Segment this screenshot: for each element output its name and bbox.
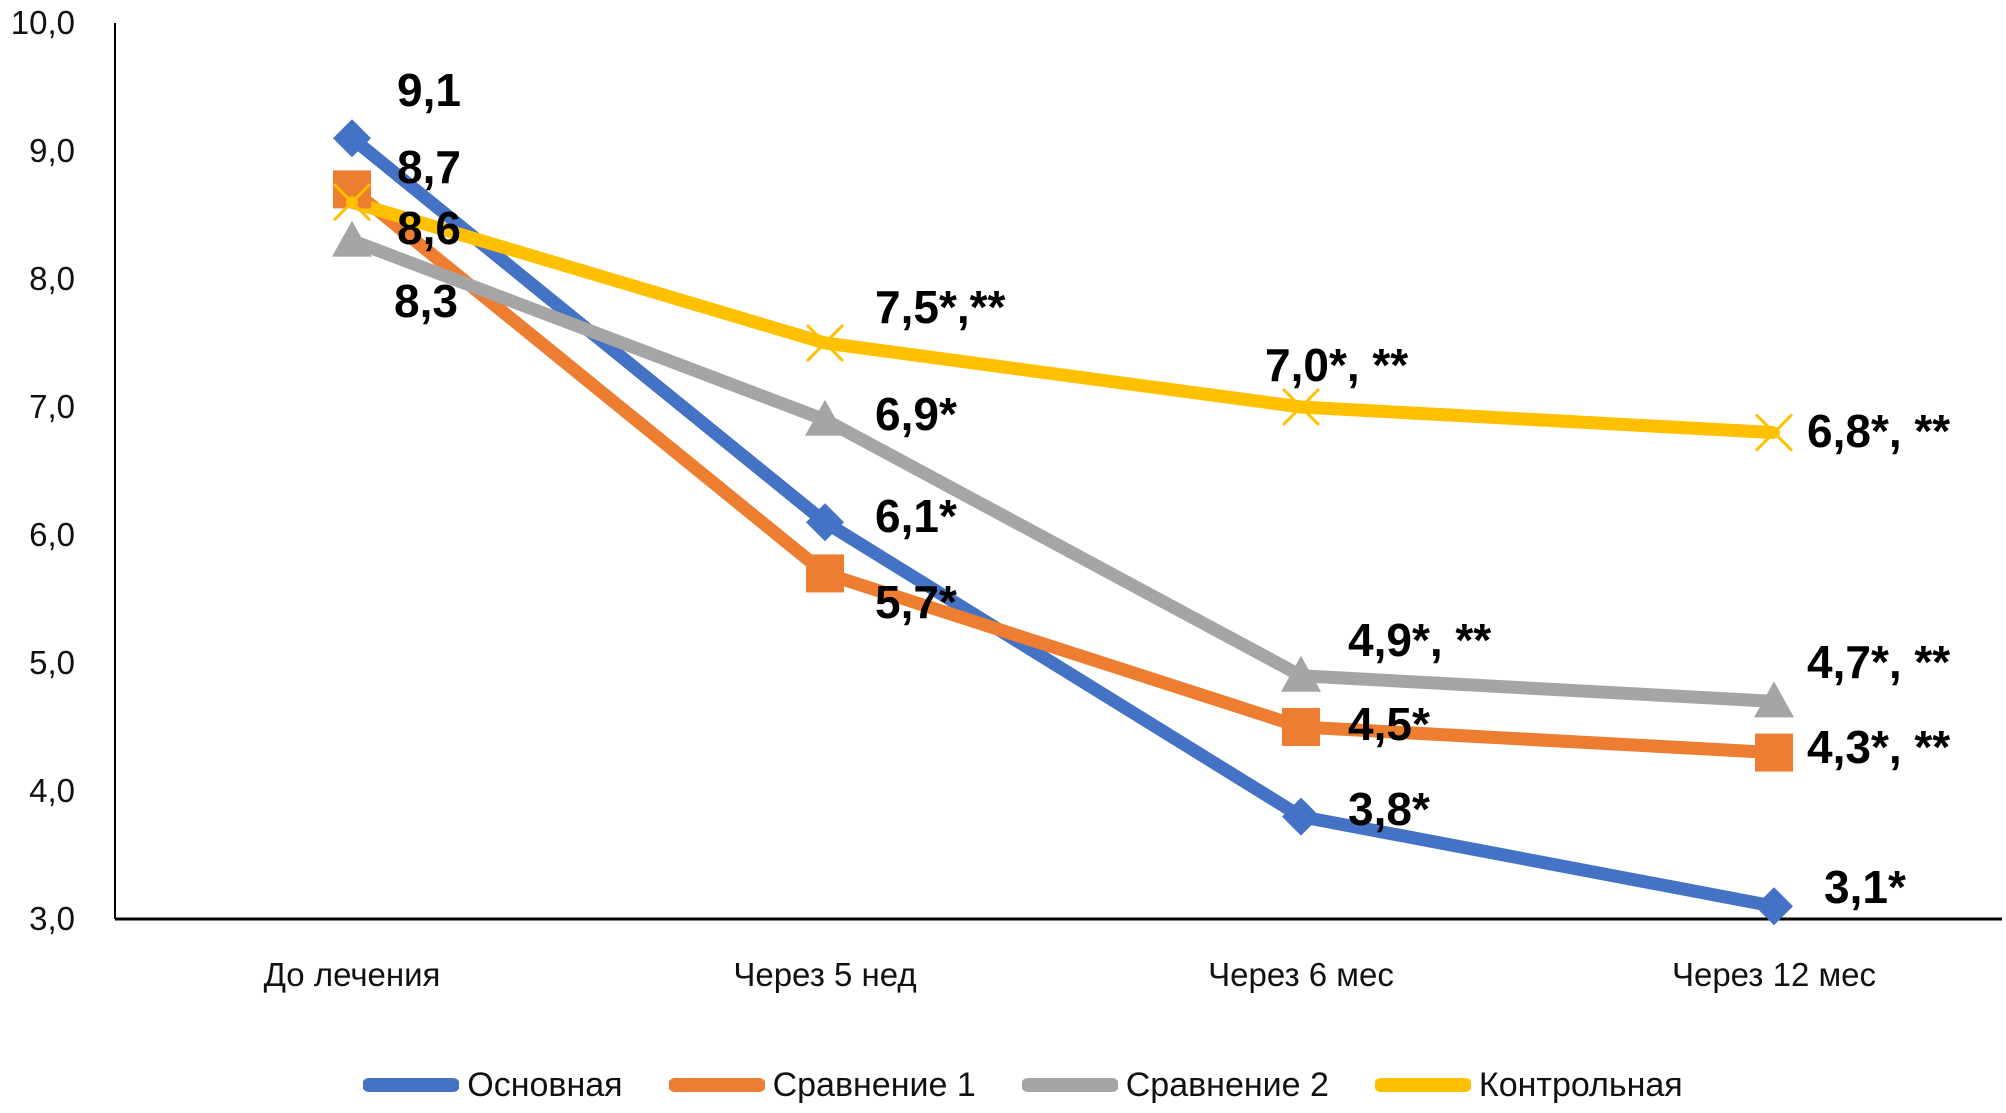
data-label: 5,7* (875, 576, 957, 628)
data-label: 8,3 (394, 275, 458, 327)
y-tick-label: 10,0 (11, 4, 75, 41)
series-0-marker (1282, 797, 1320, 836)
series-0-marker (1755, 887, 1793, 926)
x-tick-label: Через 12 мес (1672, 956, 1876, 993)
data-label: 4,5* (1348, 698, 1430, 750)
data-label: 4,9*, ** (1348, 614, 1491, 666)
legend-label: Контрольная (1478, 1065, 1683, 1104)
series-0-marker (806, 503, 844, 542)
x-tick-label: До лечения (264, 956, 441, 993)
series-2-marker (805, 399, 845, 436)
series-1-marker (1755, 733, 1793, 772)
data-label: 6,1* (875, 490, 957, 542)
line-chart: 3,0 4,0 5,0 6,0 7,0 8,0 9,0 10,0 До лечения Через… (11, 4, 2002, 993)
series-line-0 (347, 133, 1776, 913)
series-1-marker (806, 554, 844, 593)
data-label: 4,3*, ** (1807, 721, 1950, 773)
series-3-marker-center (346, 196, 358, 209)
data-label: 8,6 (397, 202, 461, 254)
y-tick-label: 4,0 (29, 772, 75, 809)
y-tick-label: 8,0 (29, 260, 75, 297)
series-line-2 (349, 234, 1775, 708)
data-label: 9,1 (397, 64, 461, 116)
legend-item: Сравнение 1 (668, 1060, 976, 1110)
y-tick-label: 7,0 (29, 388, 75, 425)
legend-item: Контрольная (1374, 1060, 1683, 1110)
legend-item: Сравнение 2 (1021, 1060, 1329, 1110)
data-label: 7,0*, ** (1265, 339, 1408, 391)
series-1-marker (1282, 708, 1320, 746)
legend-label: Основная (467, 1065, 623, 1104)
y-tick-label: 6,0 (29, 516, 75, 553)
series-0-marker (333, 119, 371, 158)
legend-label: Сравнение 2 (1125, 1065, 1329, 1104)
data-label: 6,9* (875, 388, 957, 440)
legend-swatch (1021, 1078, 1118, 1092)
legend: Основная Сравнение 1 Сравнение 2 Контрольна… (0, 1060, 2006, 1110)
legend-item: Основная (363, 1060, 623, 1110)
y-tick-label: 5,0 (29, 644, 75, 681)
y-tick-label: 3,0 (29, 900, 75, 937)
y-tick-label: 9,0 (29, 132, 75, 169)
series-3-marker-center (1295, 401, 1307, 413)
data-label: 4,7*, ** (1807, 636, 1950, 688)
data-label: 3,8* (1348, 783, 1430, 835)
series-line-1 (347, 184, 1775, 760)
legend-swatch (363, 1078, 460, 1092)
data-label: 6,8*, ** (1807, 405, 1950, 457)
legend-swatch (1374, 1078, 1471, 1092)
data-label: 8,7 (397, 141, 461, 193)
series-3-marker-center (819, 337, 831, 349)
x-tick-label: Через 5 нед (733, 956, 916, 993)
x-tick-label: Через 6 мес (1208, 956, 1394, 993)
data-label: 7,5*,** (875, 281, 1006, 333)
legend-swatch (668, 1078, 765, 1092)
legend-label: Сравнение 1 (772, 1065, 976, 1104)
series-line-3 (350, 195, 1775, 440)
data-label: 3,1* (1824, 861, 1906, 913)
series-2-marker (1281, 655, 1321, 692)
series-2-marker (1754, 681, 1794, 718)
series-2-marker (332, 220, 372, 257)
series-3-marker-center (1768, 426, 1780, 439)
